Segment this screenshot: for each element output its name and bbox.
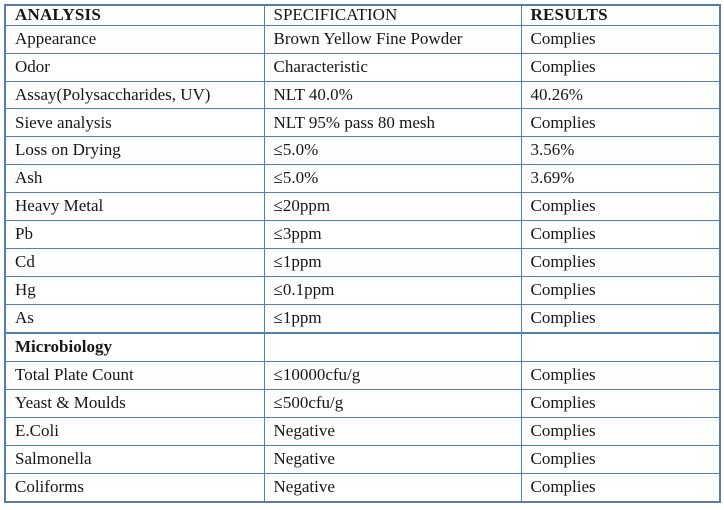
analysis-cell: Odor [4, 52, 265, 82]
results-cell: 3.56% [520, 136, 721, 166]
specification-cell: Characteristic [263, 52, 522, 82]
specification-cell: ≤5.0% [263, 164, 522, 194]
table-row: Hg ≤0.1ppm Complies [4, 275, 721, 305]
results-cell: 3.69% [520, 164, 721, 194]
specification-cell: ≤3ppm [263, 220, 522, 250]
analysis-cell: Hg [4, 275, 265, 305]
specification-cell [263, 333, 522, 363]
results-cell: Complies [520, 248, 721, 277]
results-cell: Complies [520, 417, 721, 446]
specification-cell: ≤10000cfu/g [263, 361, 522, 391]
results-cell: Complies [520, 361, 721, 391]
specification-cell: Negative [263, 444, 522, 474]
analysis-cell: As [4, 303, 265, 333]
table-row [4, 331, 721, 335]
results-cell: Complies [520, 108, 721, 138]
specification-cell: NLT 95% pass 80 mesh [263, 108, 522, 138]
table-row: Microbiology [4, 333, 721, 363]
specification-cell: Brown Yellow Fine Powder [263, 24, 522, 54]
analysis-cell: Appearance [4, 24, 265, 54]
results-cell: Complies [520, 24, 721, 54]
analysis-cell: Sieve analysis [4, 108, 265, 138]
analysis-cell: Salmonella [4, 444, 265, 474]
table-row: Ash ≤5.0% 3.69% [4, 164, 721, 194]
specification-cell: ≤0.1ppm [263, 275, 522, 305]
results-cell: Complies [520, 444, 721, 474]
results-cell: Complies [520, 275, 721, 305]
analysis-cell: Heavy Metal [4, 192, 265, 222]
analysis-cell: Loss on Drying [4, 136, 265, 166]
specification-cell: Negative [263, 472, 522, 503]
specification-cell: ≤1ppm [263, 248, 522, 277]
table-row: Coliforms Negative Complies [4, 472, 721, 503]
table-row: Cd ≤1ppm Complies [4, 248, 721, 277]
analysis-cell: Yeast & Moulds [4, 389, 265, 418]
table-row: Heavy Metal ≤20ppm Complies [4, 192, 721, 222]
specification-cell: ≤500cfu/g [263, 389, 522, 418]
specification-cell: ≤20ppm [263, 192, 522, 222]
analysis-cell: Ash [4, 164, 265, 194]
table-row: Yeast & Moulds ≤500cfu/g Complies [4, 389, 721, 418]
specification-cell: ≤5.0% [263, 136, 522, 166]
table-row: E.Coli Negative Complies [4, 417, 721, 446]
table-body: Appearance Brown Yellow Fine Powder Compli… [4, 24, 721, 503]
table-row: Odor Characteristic Complies [4, 52, 721, 82]
results-cell: Complies [520, 192, 721, 222]
analysis-cell: Assay(Polysaccharides, UV) [4, 80, 265, 110]
analysis-cell: Coliforms [4, 472, 265, 503]
column-header-analysis: ANALYSIS [4, 4, 265, 26]
specification-cell: NLT 40.0% [263, 80, 522, 110]
results-cell: Complies [520, 303, 721, 333]
results-cell: Complies [520, 472, 721, 503]
results-cell: Complies [520, 220, 721, 250]
analysis-cell: E.Coli [4, 417, 265, 446]
analysis-cell: Pb [4, 220, 265, 250]
table-row: Pb ≤3ppm Complies [4, 220, 721, 250]
analysis-table: ANALYSIS SPECIFICATION RESULTS Appearanc… [4, 4, 721, 503]
table-row: Salmonella Negative Complies [4, 444, 721, 474]
table-row: Appearance Brown Yellow Fine Powder Compli… [4, 24, 721, 54]
analysis-cell: Microbiology [4, 333, 265, 363]
specification-cell: Negative [263, 417, 522, 446]
results-cell: Complies [520, 52, 721, 82]
specification-cell: ≤1ppm [263, 303, 522, 333]
analysis-cell: Cd [4, 248, 265, 277]
results-cell [520, 333, 721, 363]
table-row: As ≤1ppm Complies [4, 303, 721, 333]
table-row: Sieve analysis NLT 95% pass 80 mesh Compli… [4, 108, 721, 138]
table-header-row: ANALYSIS SPECIFICATION RESULTS [4, 4, 721, 26]
table-row: Assay(Polysaccharides, UV) NLT 40.0% 40.26… [4, 80, 721, 110]
column-header-results: RESULTS [520, 4, 721, 26]
column-header-specification: SPECIFICATION [263, 4, 522, 26]
results-cell: 40.26% [520, 80, 721, 110]
analysis-cell: Total Plate Count [4, 361, 265, 391]
table-row: Loss on Drying ≤5.0% 3.56% [4, 136, 721, 166]
results-cell [520, 331, 721, 335]
results-cell: Complies [520, 389, 721, 418]
table-row: Total Plate Count ≤10000cfu/g Complies [4, 361, 721, 391]
